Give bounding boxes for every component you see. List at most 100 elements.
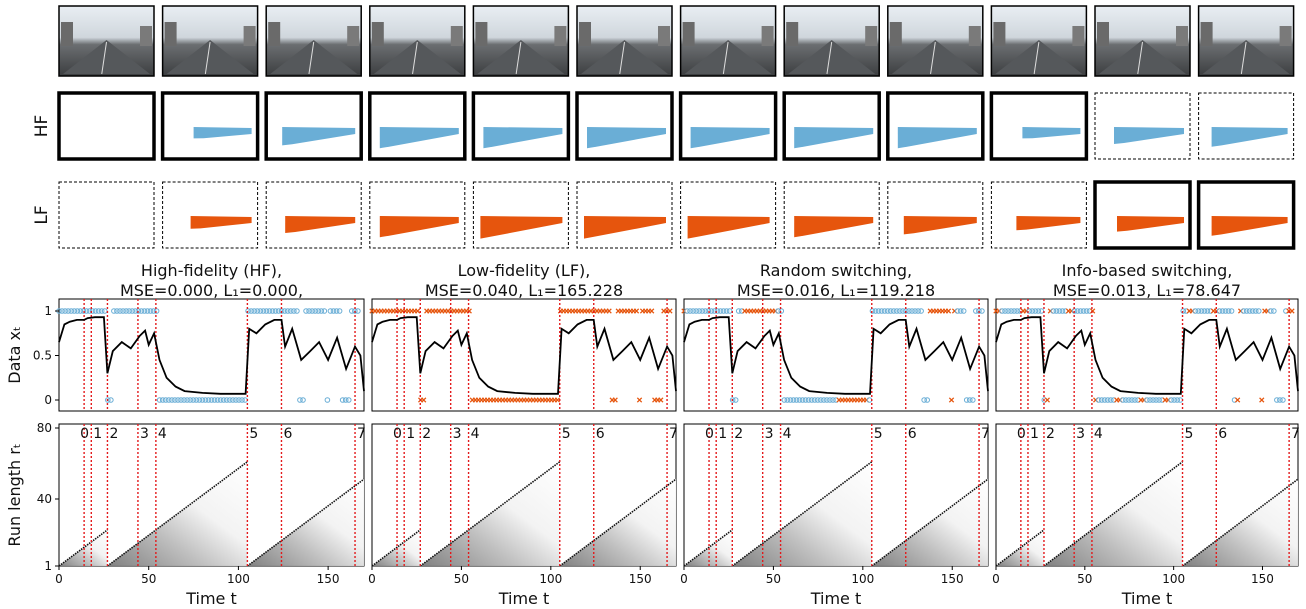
- observation-point: [1095, 397, 1102, 403]
- observation-point: [321, 308, 328, 314]
- hf-frame: [1198, 92, 1295, 160]
- observation-point: [303, 308, 309, 314]
- changepoint-label: 6: [908, 426, 917, 442]
- chart-subtitle: MSE=0.000, L₁=0.000,: [120, 281, 303, 300]
- hf-frame: [782, 91, 881, 161]
- runlength-diagonal: [559, 478, 677, 567]
- lf-segmentation-mask: [379, 216, 459, 238]
- changepoint-label: 6: [1218, 426, 1227, 442]
- observation-point: [324, 397, 331, 403]
- observation-point: [778, 308, 785, 314]
- observation-point: [123, 308, 129, 314]
- observation-point: [1243, 308, 1250, 314]
- observation-point: [723, 308, 730, 314]
- lf-frame: [680, 181, 777, 249]
- changepoint-label: 1: [93, 426, 102, 442]
- observation-point: [65, 308, 71, 314]
- lane-marking: [515, 41, 522, 75]
- observation-point: [781, 397, 788, 403]
- observation-point: [263, 308, 270, 314]
- camera-frame: [472, 5, 570, 77]
- observation-point: [71, 308, 78, 314]
- series-line: [371, 316, 677, 395]
- changepoint-label: 7: [981, 426, 990, 442]
- observation-point: [1249, 308, 1256, 314]
- observation-point: [92, 308, 99, 314]
- hf-frame: [471, 91, 571, 161]
- lf-frame: [369, 181, 466, 249]
- observation-point: [720, 308, 727, 314]
- camera-frame: [58, 5, 155, 77]
- lf-segmentation-mask: [1117, 216, 1184, 232]
- observation-point: [1005, 308, 1011, 314]
- camera-frame: [576, 5, 673, 77]
- lf-frame: [265, 181, 362, 249]
- observation-point: [821, 397, 827, 403]
- building-shape: [1200, 22, 1213, 46]
- observation-point: [1083, 308, 1090, 314]
- x-tick-label: 100: [227, 572, 250, 586]
- observation-point: [1195, 308, 1202, 314]
- observation-point: [872, 308, 879, 314]
- x-tick-label: 100: [539, 572, 562, 586]
- changepoint-label: 3: [453, 426, 462, 442]
- observation-point: [1289, 308, 1295, 314]
- hf-frame: [1094, 92, 1191, 160]
- observation-point: [1002, 308, 1008, 314]
- chart-subtitle: MSE=0.013, L₁=78.647: [1053, 281, 1241, 300]
- building-shape: [371, 22, 384, 46]
- lane-marking: [722, 41, 729, 75]
- observation-point: [1268, 308, 1274, 314]
- observation-point: [1252, 308, 1259, 314]
- observation-point: [138, 308, 145, 314]
- observation-point: [466, 308, 472, 314]
- lane-marking: [412, 41, 418, 75]
- changepoint-label: 0: [393, 426, 402, 442]
- observation-point: [223, 397, 230, 403]
- observation-point: [227, 397, 233, 403]
- hf-selected-box: [160, 91, 260, 161]
- observation-point: [1240, 308, 1247, 314]
- observation-point: [793, 397, 800, 403]
- hf-selected-box: [782, 91, 881, 161]
- observation-point: [162, 397, 169, 403]
- x-tick-label: 0: [992, 572, 1000, 586]
- building-shape: [164, 22, 177, 46]
- observation-point: [211, 397, 218, 403]
- y-tick-label: 80: [37, 421, 52, 435]
- observation-point: [312, 308, 319, 314]
- observation-point: [1104, 397, 1111, 403]
- lf-frame: [1196, 180, 1296, 250]
- camera-frame: [1197, 5, 1295, 77]
- hf-unselected-box: [1094, 92, 1191, 160]
- observation-point: [339, 397, 346, 403]
- lf-segmentation-mask: [285, 216, 356, 233]
- runlength-diagonal: [1043, 461, 1184, 567]
- road-shape: [63, 40, 150, 74]
- hf-frame: [575, 91, 674, 161]
- observation-point: [421, 397, 427, 403]
- lf-unselected-box: [162, 181, 259, 249]
- observation-point: [1029, 308, 1036, 314]
- lf-unselected-box: [265, 181, 362, 249]
- observation-point: [1032, 308, 1039, 314]
- observation-point: [1059, 308, 1066, 314]
- hf-unselected-box: [1198, 92, 1295, 160]
- hf-segmentation-mask: [690, 127, 770, 149]
- observation-point: [887, 308, 894, 314]
- observation-point: [202, 397, 209, 403]
- observation-point: [245, 308, 251, 314]
- camera-frame: [1094, 5, 1191, 77]
- observation-point: [294, 308, 300, 314]
- observation-point: [1277, 397, 1283, 403]
- lf-unselected-box: [58, 181, 155, 249]
- observation-point: [732, 397, 739, 403]
- lf-selected-box: [1093, 180, 1192, 250]
- runlength-diagonal: [995, 529, 1045, 567]
- observation-point: [875, 308, 882, 314]
- observation-point: [111, 308, 117, 314]
- chart-title: High-fidelity (HF),: [141, 261, 282, 280]
- hf-segmentation-mask: [282, 127, 356, 146]
- observation-point: [1192, 308, 1199, 314]
